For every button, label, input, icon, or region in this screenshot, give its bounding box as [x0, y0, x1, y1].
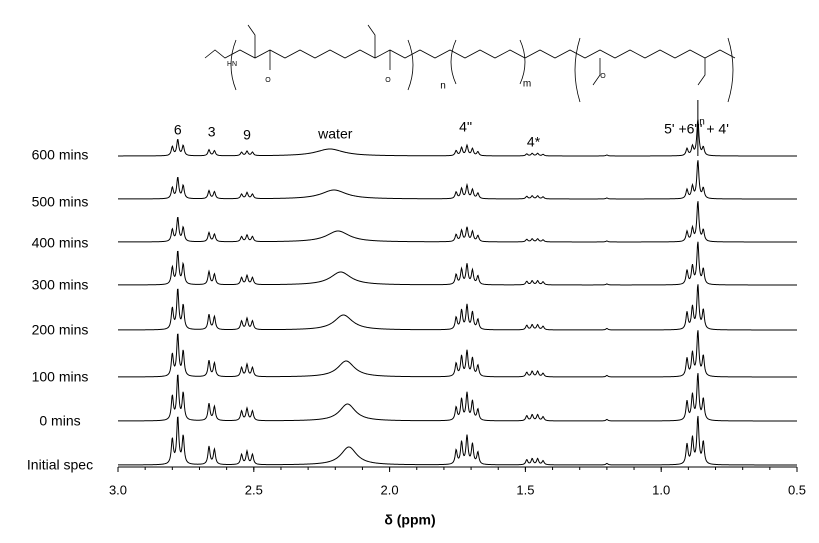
x-tick-label: 1.5 [516, 482, 534, 497]
peak-annotation: water [317, 126, 353, 142]
bracket [230, 39, 237, 91]
series-label: Initial spec [27, 457, 93, 473]
side-chain [367, 24, 376, 58]
bracket [407, 39, 414, 91]
side-chain [697, 58, 706, 86]
structure-label: n [699, 117, 705, 128]
structure-labels: HNnmnOOOCC [227, 61, 705, 128]
spectrum [118, 373, 797, 422]
structure-label: HN [227, 61, 237, 68]
structure-label: n [440, 81, 446, 92]
backbone [204, 49, 736, 59]
spectrum [118, 284, 797, 331]
spectrum [118, 201, 797, 243]
bracket [727, 37, 734, 103]
bracket [450, 39, 457, 85]
peak-annotation: 4* [527, 134, 541, 150]
side-chain [247, 24, 256, 58]
peak-annotation: 4'' [459, 119, 472, 135]
spectrum [118, 330, 797, 378]
x-tick-label: 3.0 [109, 482, 127, 497]
peak-annotation: 9 [243, 127, 251, 143]
spectrum [118, 241, 797, 286]
peak-annotation: 6 [174, 122, 182, 138]
structure-label: O [600, 73, 606, 80]
x-tick-label: 0.5 [788, 482, 806, 497]
x-tick-label: 1.0 [652, 482, 670, 497]
peak-annotation: 5' +6''' + 4' [664, 121, 729, 137]
series-label: 100 mins [32, 369, 89, 385]
spectrum [118, 119, 797, 157]
side-chain [592, 58, 601, 86]
spectrum [118, 415, 797, 466]
series-label: 0 mins [39, 413, 80, 429]
series-label: 300 mins [32, 277, 89, 293]
structure-label: O [265, 77, 271, 84]
x-axis-label: δ (ppm) [384, 512, 435, 528]
bracket [519, 39, 526, 85]
structure [204, 24, 736, 103]
peak-annotation: 3 [208, 124, 216, 140]
series-label: 600 mins [32, 147, 89, 163]
structure-label: O [385, 77, 391, 84]
series-label: 400 mins [32, 235, 89, 251]
x-tick-label: 2.5 [245, 482, 263, 497]
bracket [574, 37, 581, 103]
series-label: 500 mins [32, 194, 89, 210]
x-tick-label: 2.0 [381, 482, 399, 497]
series-label: 200 mins [32, 322, 89, 338]
spectrum [118, 160, 797, 200]
structure-label: m [523, 79, 531, 90]
